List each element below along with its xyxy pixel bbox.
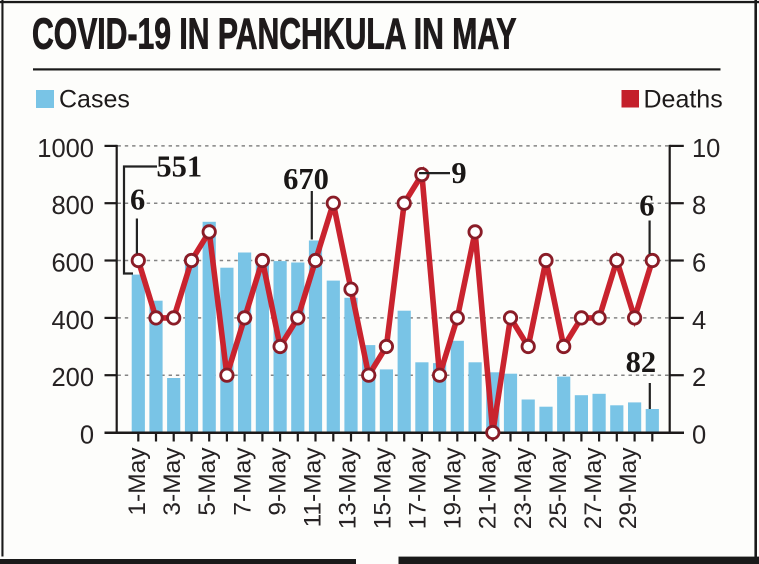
svg-text:11-May: 11-May — [299, 447, 326, 528]
svg-text:Cases: Cases — [59, 86, 130, 114]
svg-text:1000: 1000 — [37, 135, 94, 163]
svg-text:17-May: 17-May — [405, 447, 432, 529]
svg-text:27-May: 27-May — [580, 447, 607, 529]
svg-text:400: 400 — [51, 307, 94, 335]
svg-text:2: 2 — [692, 364, 706, 392]
svg-text:19-May: 19-May — [440, 447, 467, 529]
svg-text:9-May: 9-May — [264, 447, 291, 516]
svg-text:200: 200 — [51, 364, 94, 392]
svg-text:Deaths: Deaths — [644, 86, 723, 114]
svg-text:6: 6 — [130, 183, 145, 217]
svg-text:9: 9 — [451, 156, 466, 190]
svg-text:13-May: 13-May — [335, 447, 362, 529]
svg-text:8: 8 — [692, 192, 706, 220]
svg-text:82: 82 — [626, 345, 657, 379]
svg-text:5-May: 5-May — [194, 447, 221, 516]
svg-text:3-May: 3-May — [159, 447, 186, 516]
svg-text:551: 551 — [156, 150, 202, 184]
svg-text:6: 6 — [639, 189, 654, 223]
svg-text:800: 800 — [51, 192, 94, 220]
svg-text:7-May: 7-May — [229, 447, 256, 516]
svg-text:0: 0 — [692, 422, 706, 450]
svg-text:4: 4 — [692, 307, 706, 335]
svg-text:0: 0 — [80, 422, 94, 450]
svg-text:21-May: 21-May — [475, 447, 502, 529]
svg-text:23-May: 23-May — [510, 447, 537, 529]
svg-text:29-May: 29-May — [615, 447, 642, 529]
svg-text:600: 600 — [51, 250, 94, 278]
svg-text:6: 6 — [692, 250, 706, 278]
svg-text:COVID-19 IN PANCHKULA IN MAY: COVID-19 IN PANCHKULA IN MAY — [32, 10, 517, 59]
svg-text:15-May: 15-May — [370, 447, 397, 529]
svg-text:25-May: 25-May — [545, 447, 572, 529]
svg-text:10: 10 — [692, 135, 720, 163]
svg-text:1-May: 1-May — [124, 447, 151, 516]
svg-text:670: 670 — [283, 162, 329, 196]
